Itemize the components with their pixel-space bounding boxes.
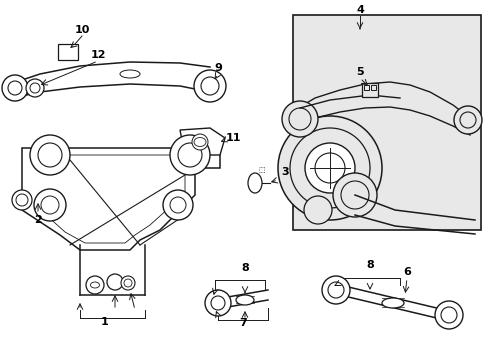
Text: 12: 12 — [90, 50, 105, 60]
Text: 1: 1 — [101, 317, 109, 327]
Circle shape — [121, 276, 135, 290]
Circle shape — [86, 276, 104, 294]
Circle shape — [41, 196, 59, 214]
Circle shape — [321, 276, 349, 304]
Circle shape — [434, 301, 462, 329]
Circle shape — [340, 181, 368, 209]
Circle shape — [30, 83, 40, 93]
Circle shape — [201, 77, 219, 95]
Polygon shape — [180, 128, 224, 155]
Circle shape — [288, 108, 310, 130]
Text: 6: 6 — [402, 267, 410, 277]
Ellipse shape — [120, 70, 140, 78]
Bar — [370, 85, 375, 90]
Text: 2: 2 — [34, 215, 42, 225]
Text: ⬚: ⬚ — [258, 167, 265, 173]
Circle shape — [305, 143, 354, 193]
Bar — [361, 83, 377, 97]
Text: 8: 8 — [241, 263, 248, 273]
Ellipse shape — [236, 295, 253, 305]
Circle shape — [30, 135, 70, 175]
Circle shape — [107, 274, 123, 290]
Text: 10: 10 — [74, 25, 89, 35]
Text: 8: 8 — [366, 260, 373, 270]
Circle shape — [440, 307, 456, 323]
Circle shape — [34, 189, 66, 221]
Circle shape — [289, 128, 369, 208]
Circle shape — [8, 81, 22, 95]
Bar — [292, 15, 480, 230]
Text: 11: 11 — [225, 133, 240, 143]
Circle shape — [178, 143, 202, 167]
Polygon shape — [294, 82, 469, 135]
Ellipse shape — [247, 173, 262, 193]
Circle shape — [38, 143, 62, 167]
Text: 9: 9 — [214, 63, 222, 73]
Circle shape — [16, 194, 28, 206]
Circle shape — [204, 290, 230, 316]
Circle shape — [2, 75, 28, 101]
Circle shape — [327, 282, 343, 298]
Bar — [58, 44, 78, 60]
Circle shape — [170, 135, 209, 175]
Ellipse shape — [381, 298, 403, 308]
Polygon shape — [22, 148, 220, 250]
Circle shape — [124, 279, 132, 287]
Circle shape — [459, 112, 475, 128]
Circle shape — [26, 79, 44, 97]
Circle shape — [332, 173, 376, 217]
Bar — [363, 85, 368, 90]
Circle shape — [278, 116, 381, 220]
Circle shape — [192, 134, 207, 150]
Polygon shape — [22, 62, 209, 96]
Circle shape — [194, 70, 225, 102]
Circle shape — [314, 153, 345, 183]
Circle shape — [304, 196, 331, 224]
Text: 4: 4 — [355, 5, 363, 15]
Circle shape — [210, 296, 224, 310]
Text: 7: 7 — [239, 318, 246, 328]
Circle shape — [170, 197, 185, 213]
Circle shape — [163, 190, 193, 220]
Circle shape — [282, 101, 317, 137]
Circle shape — [453, 106, 481, 134]
Circle shape — [12, 190, 32, 210]
Text: 3: 3 — [281, 167, 288, 177]
Text: 5: 5 — [355, 67, 363, 77]
